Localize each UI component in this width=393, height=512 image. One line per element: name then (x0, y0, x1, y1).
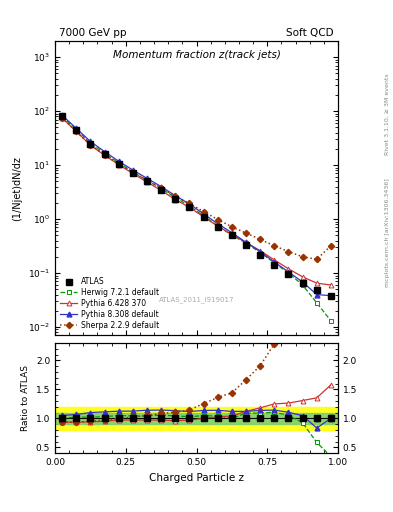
Y-axis label: (1/Njet)dN/dz: (1/Njet)dN/dz (12, 156, 22, 221)
Text: Momentum fraction z(track jets): Momentum fraction z(track jets) (112, 50, 281, 60)
Text: ATLAS_2011_I919017: ATLAS_2011_I919017 (159, 296, 234, 304)
Text: Rivet 3.1.10, ≥ 3M events: Rivet 3.1.10, ≥ 3M events (385, 74, 389, 155)
Text: 7000 GeV pp: 7000 GeV pp (59, 28, 127, 38)
Legend: ATLAS, Herwig 7.2.1 default, Pythia 6.428 370, Pythia 8.308 default, Sherpa 2.2.: ATLAS, Herwig 7.2.1 default, Pythia 6.42… (59, 276, 161, 332)
Text: mcplots.cern.ch [arXiv:1306.3436]: mcplots.cern.ch [arXiv:1306.3436] (385, 178, 389, 287)
Text: Soft QCD: Soft QCD (286, 28, 334, 38)
X-axis label: Charged Particle z: Charged Particle z (149, 473, 244, 482)
Y-axis label: Ratio to ATLAS: Ratio to ATLAS (21, 365, 30, 431)
